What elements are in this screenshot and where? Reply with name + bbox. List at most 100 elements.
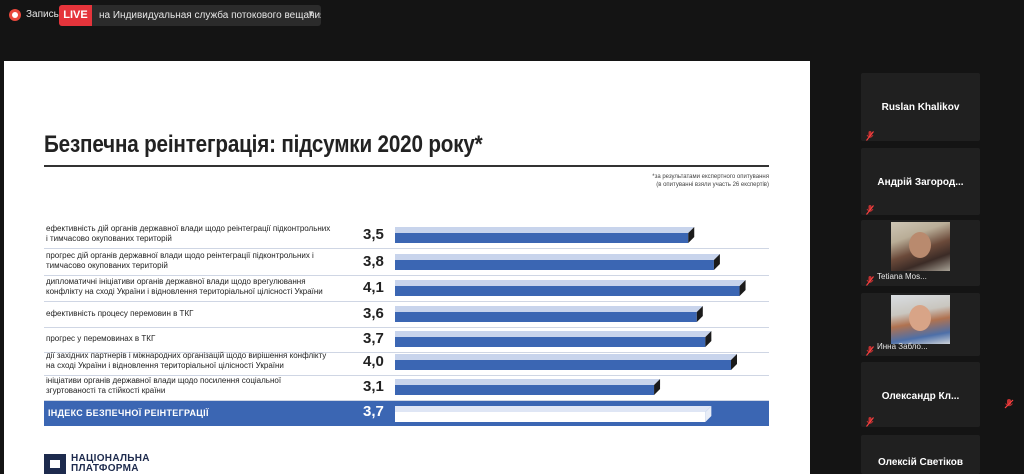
live-stream-selector[interactable]: LIVE на Индивидуальная служба потокового… (59, 5, 321, 26)
shared-screen-slide: Безпечна реінтеграція: підсумки 2020 рок… (4, 61, 810, 474)
category-label-line: конфлікту на сході України і відновлення… (46, 287, 323, 296)
platform-logo (44, 454, 66, 474)
category-label-line: дипломатичні ініціативи органів державно… (46, 277, 306, 286)
participant-name: Инна Забло... (877, 342, 928, 351)
row-separator (44, 400, 769, 401)
bar-front-face (395, 337, 706, 347)
footnote-line-2: (в опитуванні взяли участь 26 експертів) (656, 182, 769, 188)
live-target-label: на Индивидуальная служба потокового веща… (99, 10, 321, 21)
row-separator (44, 275, 769, 276)
bar-side-face (705, 331, 712, 347)
bar (395, 379, 661, 395)
index-value-label: 3,7 (363, 403, 384, 420)
bar-top-face (395, 331, 712, 337)
mic-muted-icon (866, 128, 874, 141)
bar (395, 254, 720, 270)
logo-line-1: НАЦІОНАЛЬНА (71, 453, 150, 464)
bar-top-face (395, 379, 661, 385)
category-label-line: прогрес дій органів державної влади щодо… (46, 251, 314, 260)
bar-side-face (739, 280, 746, 296)
bar-category-label: дії західних партнерів і міжнародних орг… (46, 351, 356, 371)
bar-value-label: 3,8 (363, 253, 384, 270)
live-badge: LIVE (59, 5, 92, 26)
mic-muted-icon (866, 273, 874, 286)
participant-tile[interactable]: Олексій Светіков (861, 435, 980, 474)
bar-value-label: 3,5 (363, 226, 384, 243)
bar-front-face (395, 233, 689, 243)
bar-top-face (395, 254, 720, 260)
row-separator (44, 327, 769, 328)
bar-category-label: ефективність дій органів державної влади… (46, 224, 356, 244)
row-separator (44, 375, 769, 376)
bar-front-face (395, 286, 740, 296)
chevron-down-icon[interactable]: ▼ (307, 9, 315, 18)
participant-tile[interactable]: Tetiana Mos... (861, 220, 980, 286)
participant-face (909, 232, 931, 258)
category-label-line: згуртованості та стійкості країни (46, 386, 166, 395)
bar-top-face (395, 227, 695, 233)
bar-front-face (395, 312, 697, 322)
category-label-line: ініціативи органів державної влади щодо … (46, 376, 282, 385)
participant-tile[interactable]: Олександр Кл... (861, 362, 980, 427)
participant-name: Tetiana Mos... (877, 272, 927, 281)
platform-logo-text: НАЦІОНАЛЬНА ПЛАТФОРМА (71, 454, 150, 474)
bar-front-face (395, 360, 731, 370)
participant-name: Ruslan Khalikov (881, 102, 960, 113)
bar-value-label: 3,6 (363, 305, 384, 322)
index-bar (395, 406, 712, 422)
reintegration-bar-chart: 3,5 ефективність дій органів державної вл… (4, 61, 810, 474)
category-label-line: тимчасово окупованих територій (46, 261, 168, 270)
bar-category-label: прогрес дій органів державної влади щодо… (46, 251, 356, 271)
bar-side-face (731, 354, 737, 370)
bar (395, 280, 746, 296)
participant-name: Олексій Светіков (877, 457, 964, 468)
record-label[interactable]: Запись (26, 9, 59, 20)
participant-tile[interactable]: Андрій Загород... (861, 148, 980, 215)
bar-side-face (654, 379, 661, 395)
bar-category-label: прогрес у перемовинах в ТКГ (46, 334, 356, 344)
record-icon[interactable] (9, 9, 21, 21)
participant-name: Олександр Кл... (881, 391, 960, 402)
bar-top-face (395, 280, 746, 286)
participant-video (891, 222, 950, 271)
bar-value-label: 3,7 (363, 330, 384, 347)
category-label-line: дії західних партнерів і міжнародних орг… (46, 351, 327, 360)
participant-name: Андрій Загород... (877, 177, 964, 188)
bar-value-label: 4,0 (363, 353, 384, 370)
bar-front-face (395, 412, 706, 422)
slide-title: Безпечна реінтеграція: підсумки 2020 рок… (44, 131, 483, 158)
bar (395, 306, 703, 322)
bar-front-face (395, 385, 655, 395)
participant-tile[interactable]: Инна Забло... (861, 293, 980, 356)
slide-footnote: *за результатами експертного опитування … (652, 173, 769, 189)
bar (395, 354, 737, 370)
bar (395, 227, 695, 243)
mic-muted-icon[interactable] (1004, 399, 1014, 409)
bar-category-label: дипломатичні ініціативи органів державно… (46, 277, 356, 297)
category-label-line: і тимчасово окупованих територій (46, 234, 172, 243)
bar-side-face (705, 406, 712, 422)
bar (395, 331, 712, 347)
row-separator (44, 352, 769, 353)
category-label-line: ефективність процесу перемовин в ТКГ (46, 309, 194, 318)
participant-tile[interactable]: Ruslan Khalikov (861, 73, 980, 141)
meeting-toolbar: Запись LIVE на Индивидуальная служба пот… (0, 0, 1024, 32)
mic-muted-icon (866, 343, 874, 356)
participant-video (891, 295, 950, 344)
bar-top-face (395, 406, 712, 412)
row-separator (44, 248, 769, 249)
row-separator (44, 301, 769, 302)
category-label-line: прогрес у перемовинах в ТКГ (46, 334, 156, 343)
chart-svg (395, 227, 746, 422)
title-rule (44, 165, 769, 167)
bar-front-face (395, 260, 714, 270)
logo-line-2: ПЛАТФОРМА (71, 463, 139, 474)
bar-side-face (713, 254, 720, 270)
category-label-line: ефективність дій органів державної влади… (46, 224, 331, 233)
mic-muted-icon (866, 414, 874, 427)
bar-value-label: 3,1 (363, 378, 384, 395)
category-label-line: на сході України і відновлення територіа… (46, 361, 284, 370)
bar-top-face (395, 306, 703, 312)
footnote-line-1: *за результатами експертного опитування (652, 174, 769, 180)
bar-side-face (696, 306, 703, 322)
